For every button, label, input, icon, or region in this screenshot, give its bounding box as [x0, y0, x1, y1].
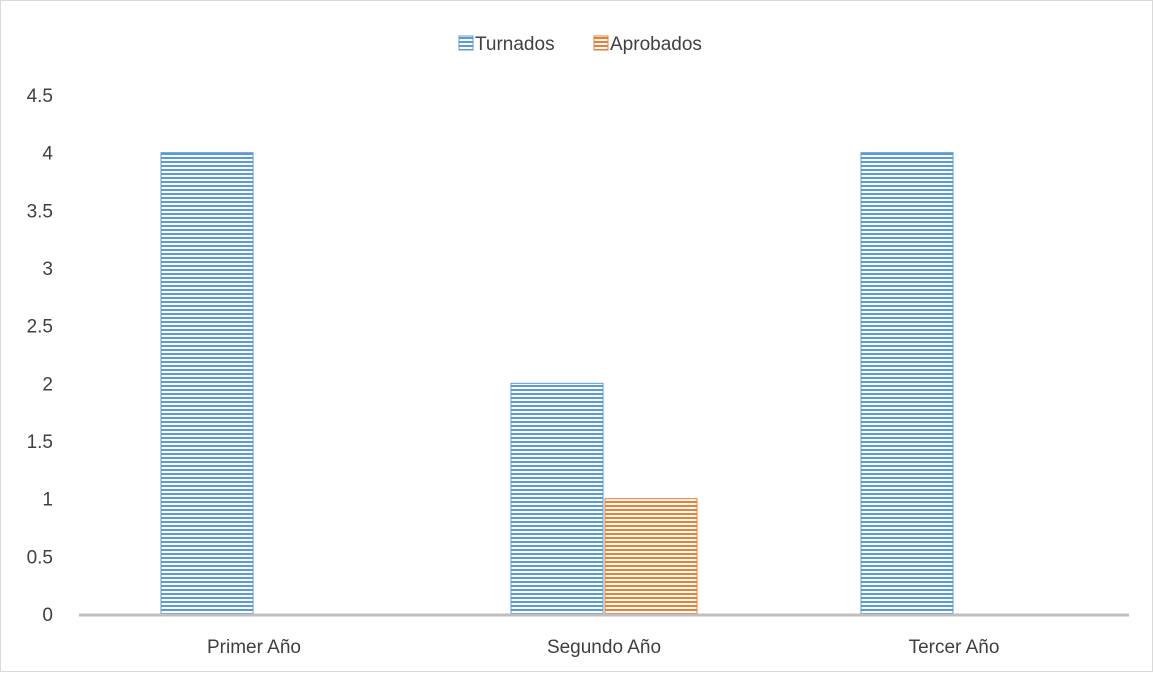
y-tick-label: 3 — [42, 259, 53, 280]
legend-label-turnados: Turnados — [475, 34, 555, 55]
legend-swatch-turnados — [458, 35, 474, 51]
bar-aprobados-2 — [604, 498, 698, 615]
y-axis: 0 0.5 1 1.5 2 2.5 3 3.5 4 4.5 — [27, 86, 54, 626]
y-tick-label: 2.5 — [27, 317, 53, 338]
y-tick-label: 1 — [42, 490, 53, 511]
x-tick-label: Primer Año — [207, 637, 301, 658]
legend-label-aprobados: Aprobados — [610, 34, 702, 55]
x-axis: Primer Año Segundo Año Tercer Año — [79, 613, 1129, 658]
y-tick-label: 4.5 — [27, 86, 53, 107]
y-tick-label: 2 — [42, 374, 53, 395]
bars — [160, 152, 954, 615]
x-tick-label: Segundo Año — [547, 637, 661, 658]
bar-turnados-2 — [510, 382, 604, 615]
legend: Turnados Aprobados — [458, 34, 702, 55]
y-tick-label: 0 — [42, 605, 53, 626]
y-tick-label: 3.5 — [27, 201, 53, 222]
y-tick-label: 1.5 — [27, 432, 53, 453]
bar-turnados-1 — [160, 152, 254, 615]
legend-swatch-aprobados — [593, 35, 609, 51]
bar-turnados-3 — [860, 152, 954, 615]
y-tick-label: 4 — [42, 144, 53, 165]
x-tick-label: Tercer Año — [909, 637, 1000, 658]
y-tick-label: 0.5 — [27, 547, 53, 568]
